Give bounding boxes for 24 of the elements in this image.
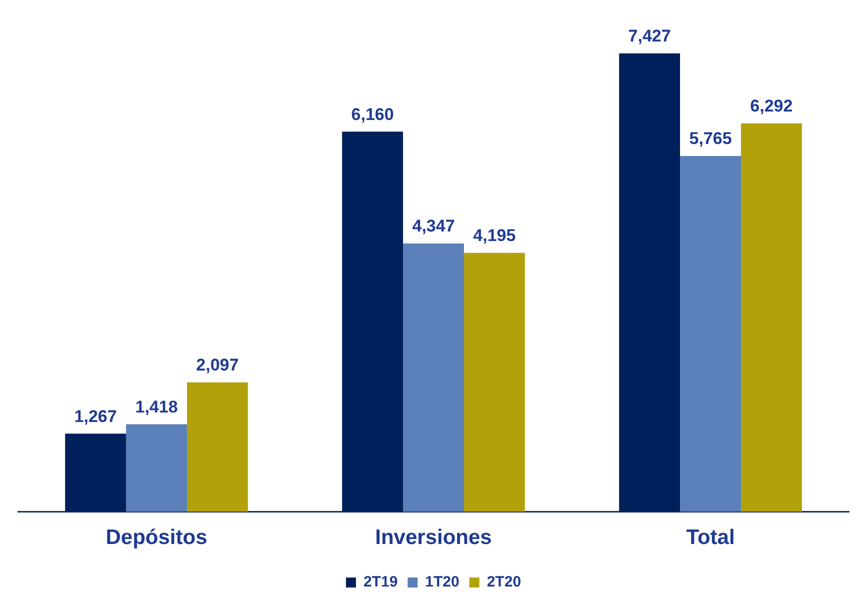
legend-label: 2T20 <box>486 574 522 591</box>
legend-label: 1T20 <box>425 574 460 591</box>
bar <box>65 434 126 512</box>
x-tick-label: Inversiones <box>375 526 492 550</box>
bar <box>464 252 525 512</box>
bar <box>619 53 680 512</box>
data-label: 6,160 <box>351 104 394 124</box>
bar <box>126 424 187 512</box>
data-label: 1,418 <box>135 397 178 416</box>
data-label: 5,765 <box>689 129 732 148</box>
data-label: 2,097 <box>196 356 239 375</box>
bar <box>740 123 802 512</box>
data-label: 4,195 <box>473 226 516 246</box>
x-tick-label: Total <box>686 526 735 550</box>
bar <box>342 132 404 512</box>
data-label: 4,347 <box>412 216 455 236</box>
legend-label: 2T19 <box>363 574 398 591</box>
data-label: 7,427 <box>628 26 671 46</box>
bar <box>186 382 248 512</box>
x-tick-label: Depósitos <box>106 526 208 550</box>
bar <box>680 156 741 512</box>
data-label: 6,292 <box>750 96 793 116</box>
bar <box>403 243 464 512</box>
data-label: 1,267 <box>74 406 117 426</box>
